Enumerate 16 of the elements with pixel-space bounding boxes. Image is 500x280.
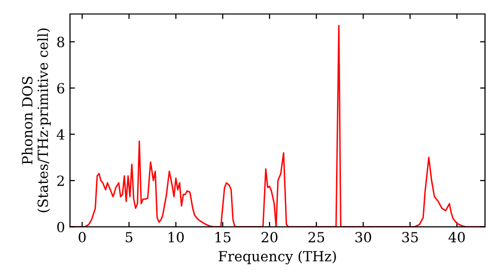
- x-tick-label: 35: [402, 232, 418, 242]
- x-axis-title: Frequency (THz): [218, 250, 336, 264]
- x-tick-label: 40: [448, 232, 465, 242]
- x-tick-label: 25: [308, 232, 324, 242]
- x-tick-label: 10: [168, 232, 184, 242]
- x-tick-label: 15: [216, 232, 230, 242]
- y-axis-title: Phonon DOS (States/THz·primitive cell): [22, 28, 51, 212]
- x-tick-label: 0: [78, 232, 86, 242]
- y-tick-label: 2: [57, 176, 64, 186]
- y-tick-label: 0: [57, 222, 64, 232]
- y-tick-label: 4: [56, 129, 64, 140]
- x-tick-label: 30: [355, 232, 372, 242]
- y-tick-label: 8: [57, 36, 64, 48]
- y-tick-label: 6: [57, 82, 64, 94]
- x-tick-label: 5: [126, 232, 132, 242]
- x-tick-label: 20: [262, 232, 278, 242]
